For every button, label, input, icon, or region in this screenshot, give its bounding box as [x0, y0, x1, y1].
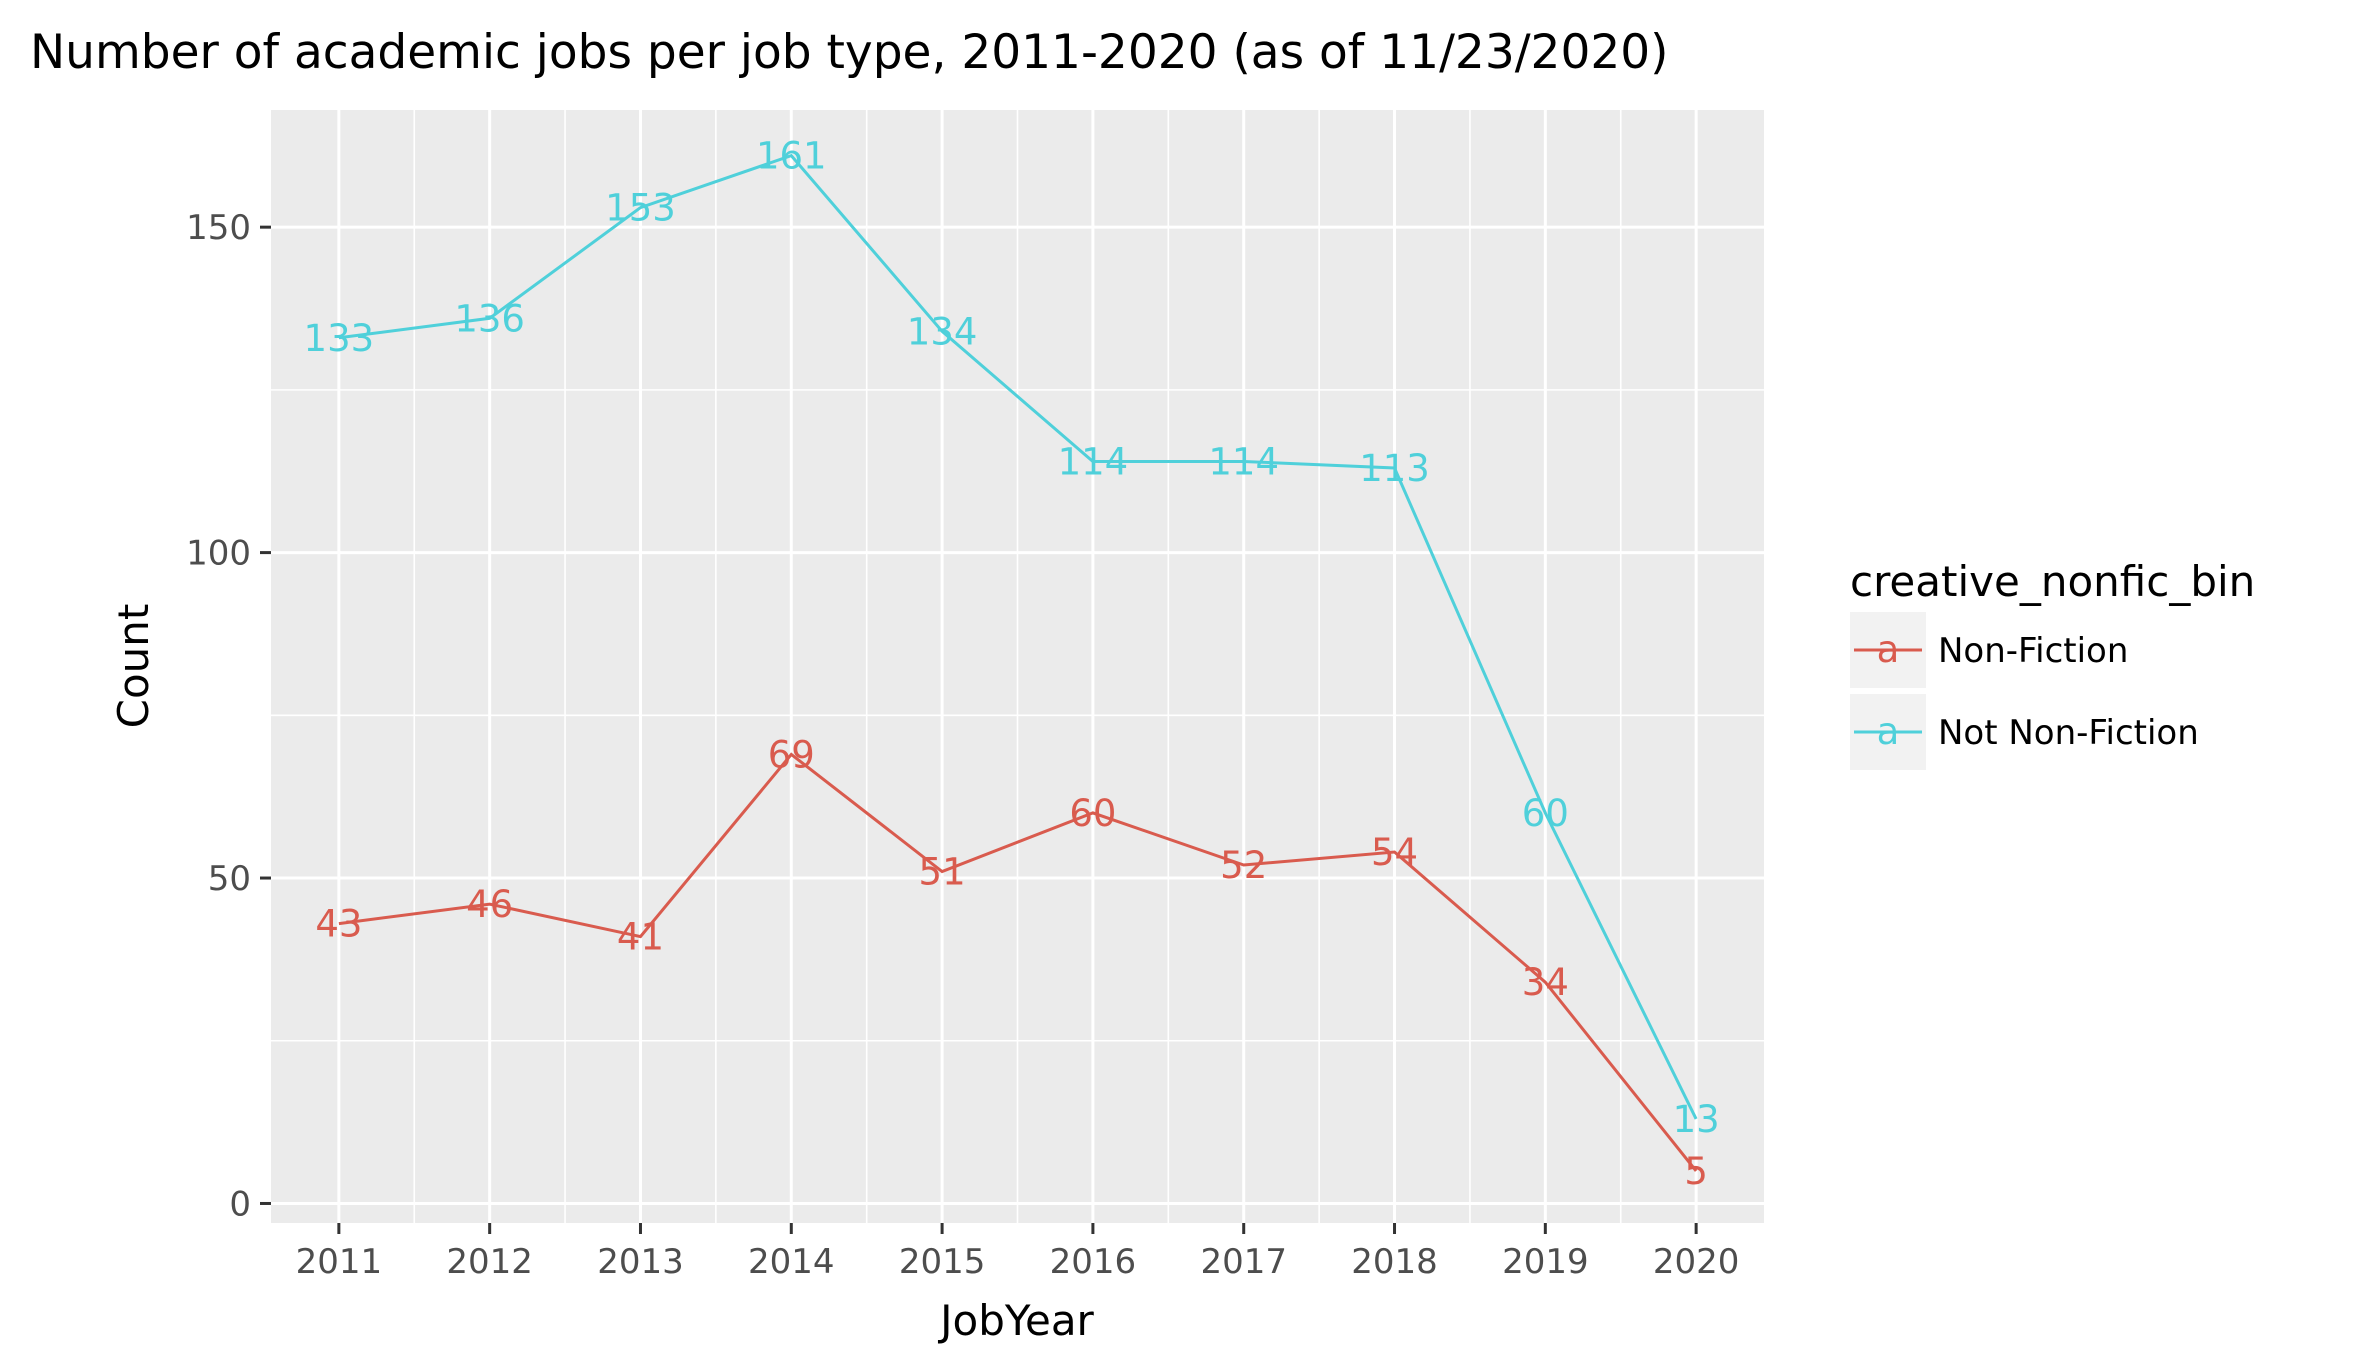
y-axis: 0 50 100 150	[186, 208, 271, 1224]
data-label: 41	[617, 916, 664, 959]
x-tick-label: 2019	[1502, 1242, 1589, 1282]
legend-title: creative_nonfic_bin	[1850, 557, 2255, 606]
data-label: 153	[605, 187, 676, 230]
x-axis: 2011 2012 2013 2014 2015 2016 2017 2018 2019 2020	[296, 1223, 1740, 1282]
y-tick-label: 100	[186, 534, 251, 574]
data-label: 136	[454, 297, 525, 340]
data-label: 34	[1522, 961, 1569, 1004]
data-label: 113	[1359, 447, 1430, 490]
data-label: 60	[1522, 792, 1569, 835]
grid-major	[271, 110, 1764, 1223]
series-line-1	[338, 153, 1698, 1120]
data-label: 5	[1684, 1150, 1708, 1193]
legend-items: a Non-Fiction a Not Non-Fiction	[1850, 612, 2199, 770]
x-tick-label: 2012	[446, 1242, 533, 1282]
data-label: 43	[315, 903, 362, 946]
data-label: 69	[768, 733, 815, 776]
x-tick-label: 2020	[1653, 1242, 1740, 1282]
legend-key-glyph: a	[1877, 628, 1900, 671]
x-tick-label: 2015	[899, 1242, 986, 1282]
y-tick-label: 50	[208, 859, 251, 899]
legend: creative_nonfic_bin a Non-Fiction a Not Non…	[1850, 557, 2255, 770]
legend-label: Non-Fiction	[1938, 631, 2128, 671]
x-tick-label: 2018	[1351, 1242, 1438, 1282]
data-label: 54	[1371, 831, 1418, 874]
y-axis-title: Count	[109, 604, 158, 729]
legend-key-glyph: a	[1877, 710, 1900, 753]
legend-label: Not Non-Fiction	[1938, 713, 2199, 753]
x-tick-label: 2016	[1050, 1242, 1137, 1282]
series-line-0	[338, 752, 1698, 1172]
grid-minor	[271, 110, 1764, 1223]
x-tick-label: 2013	[597, 1242, 684, 1282]
data-label: 114	[1208, 440, 1279, 483]
data-label: 51	[919, 851, 966, 894]
data-label: 114	[1058, 440, 1129, 483]
data-label: 52	[1220, 844, 1267, 887]
data-label: 60	[1069, 792, 1116, 835]
data-label: 46	[466, 883, 513, 926]
data-label: 134	[907, 310, 978, 353]
series-lines	[338, 153, 1698, 1172]
x-tick-label: 2011	[296, 1242, 383, 1282]
data-label: 133	[304, 317, 375, 360]
x-axis-title: JobYear	[937, 1296, 1094, 1345]
x-tick-label: 2014	[748, 1242, 835, 1282]
chart-title: Number of academic jobs per job type, 20…	[30, 25, 1669, 80]
y-tick-label: 0	[229, 1184, 251, 1224]
data-labels: 43 46 41 69 51 60 52 54 34 5 133 136 153 161 134 114 114…	[304, 135, 1720, 1193]
data-label: 13	[1673, 1098, 1720, 1141]
y-tick-label: 150	[186, 208, 251, 248]
data-label: 161	[756, 135, 827, 178]
x-tick-label: 2017	[1200, 1242, 1287, 1282]
